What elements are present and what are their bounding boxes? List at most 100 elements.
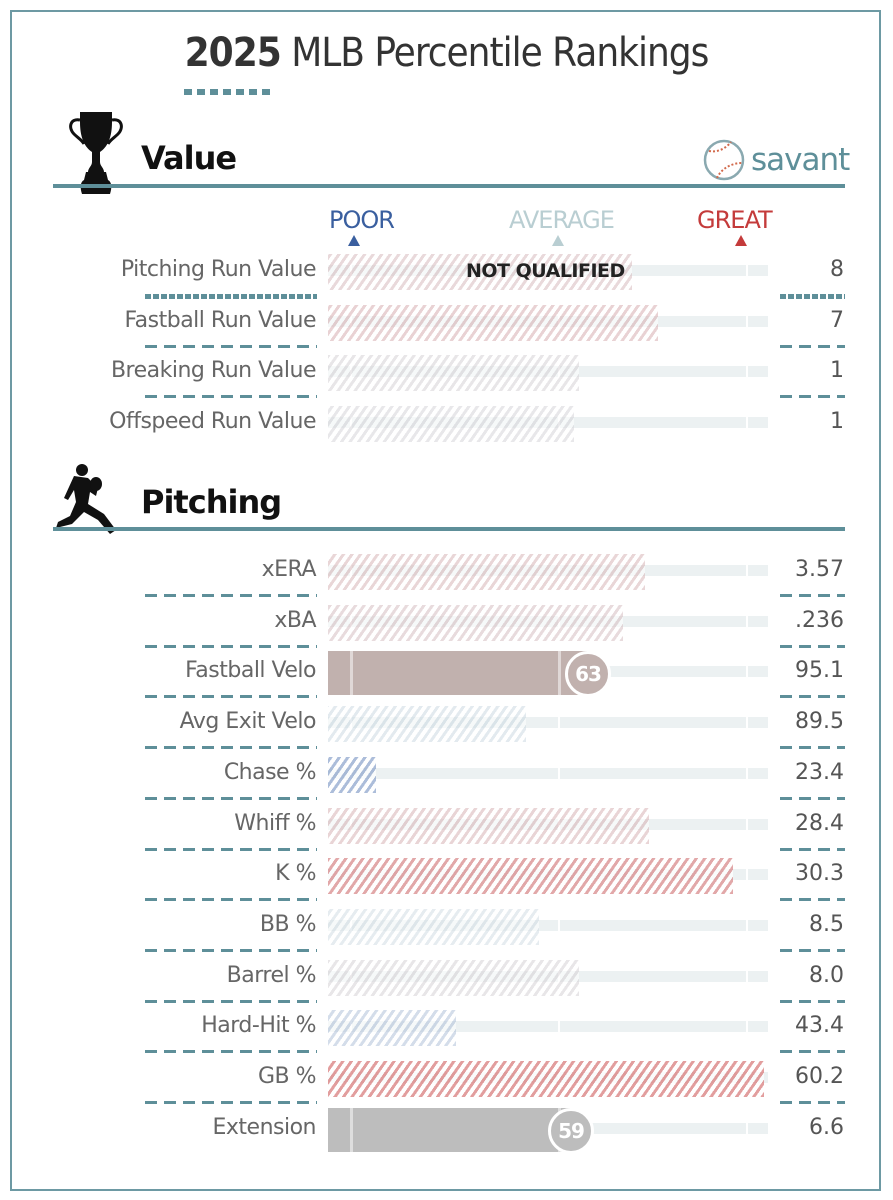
metric-label: Fastball Velo [185, 658, 316, 684]
savant-logo: savant [703, 138, 850, 182]
row-separator [145, 999, 317, 1003]
percentile-bar[interactable] [328, 858, 733, 895]
track-tick [746, 767, 748, 779]
row-separator [145, 695, 317, 699]
track-tick [746, 717, 748, 729]
track-tick [746, 970, 748, 982]
track-tick [558, 919, 560, 931]
title-year: 2025 [184, 30, 282, 76]
metric-value: 60.2 [795, 1064, 844, 1089]
percentile-bar[interactable] [328, 706, 526, 743]
metric-value: 1 [830, 409, 844, 435]
row-separator [780, 344, 845, 348]
row-separator [780, 847, 845, 851]
metric-value: 1 [830, 358, 844, 384]
scale-label-great: GREAT [697, 206, 773, 234]
percentile-badge: 59 [548, 1107, 594, 1154]
row-separator [780, 294, 845, 299]
metric-label: xBA [274, 607, 316, 633]
track-tick [746, 919, 748, 931]
page-title: 2025 MLB Percentile Rankings [0, 30, 893, 76]
metric-label: Chase % [223, 759, 317, 785]
row-separator [780, 948, 845, 952]
section-title-value: Value [141, 139, 237, 177]
row-separator [780, 1101, 845, 1104]
metric-label: Breaking Run Value [110, 358, 317, 384]
metric-value: 28.4 [795, 810, 844, 836]
row-separator [780, 746, 845, 750]
percentile-bar[interactable] [328, 604, 623, 641]
percentile-bar[interactable] [328, 1107, 570, 1152]
metric-label: Whiff % [234, 810, 316, 836]
scale-marker-average [552, 235, 564, 246]
metric-value: 8.0 [809, 962, 844, 988]
track-tick [746, 615, 748, 627]
row-separator [780, 395, 845, 399]
scale-marker-great [735, 235, 747, 246]
track-tick [746, 818, 748, 830]
metric-label: Offspeed Run Value [109, 409, 316, 435]
brand-name: savant [751, 142, 850, 178]
metric-value: 6.6 [809, 1114, 844, 1140]
row-separator [145, 1101, 317, 1104]
metric-value: 43.4 [795, 1013, 844, 1039]
track-tick [746, 666, 748, 678]
percentile-bar[interactable] [328, 756, 376, 793]
metric-value: 3.57 [795, 557, 844, 582]
section-divider-value [53, 184, 845, 188]
scale-label-average: AVERAGE [509, 206, 615, 234]
track-tick [746, 366, 748, 378]
percentile-bar[interactable] [328, 355, 579, 392]
track-tick [558, 717, 560, 729]
percentile-bar[interactable] [328, 554, 645, 590]
row-separator [145, 746, 317, 750]
metric-label: BB % [259, 911, 317, 937]
metric-label: Extension [212, 1114, 316, 1140]
title-underline [184, 89, 274, 95]
row-separator [145, 294, 317, 299]
track-tick [558, 767, 560, 779]
percentile-bar[interactable] [328, 959, 579, 996]
row-separator [145, 395, 317, 399]
percentile-bar[interactable] [328, 304, 658, 341]
row-separator [780, 1050, 845, 1054]
metric-value: 23.4 [795, 759, 844, 785]
percentile-bar[interactable] [328, 1010, 456, 1047]
track-tick [746, 1021, 748, 1033]
metric-value: 8 [830, 257, 844, 282]
track-tick [746, 869, 748, 881]
track-tick [746, 1122, 748, 1134]
pitcher-icon [56, 464, 116, 534]
percentile-bar[interactable] [328, 254, 632, 290]
row-separator [780, 898, 845, 902]
percentile-bar[interactable] [328, 807, 649, 844]
percentile-bar[interactable] [328, 651, 587, 696]
track-tick [746, 315, 748, 327]
baseball-icon [703, 139, 745, 181]
metric-label: Avg Exit Velo [179, 709, 317, 735]
row-separator [780, 999, 845, 1003]
section-title-pitching: Pitching [141, 483, 282, 521]
metric-value: 89.5 [795, 709, 844, 735]
track-tick [558, 1021, 560, 1033]
row-separator [780, 594, 845, 597]
percentile-bar[interactable] [328, 1061, 764, 1097]
row-separator [780, 644, 845, 648]
row-separator [145, 948, 317, 952]
row-separator [145, 644, 317, 648]
row-separator [145, 1050, 317, 1054]
metric-label: Fastball Run Value [124, 307, 317, 333]
metric-label: xERA [261, 557, 317, 582]
metric-value: 95.1 [795, 658, 844, 684]
not-qualified-label: NOT QUALIFIED [466, 260, 625, 282]
row-separator [145, 344, 317, 348]
percentile-bar[interactable] [328, 406, 574, 443]
scale-marker-poor [348, 235, 360, 246]
percentile-bar[interactable] [328, 908, 539, 945]
metric-label: Pitching Run Value [120, 257, 317, 282]
row-separator [145, 594, 317, 597]
track-tick [746, 565, 748, 576]
metric-value: .236 [795, 607, 844, 633]
row-separator [145, 898, 317, 902]
title-text: MLB Percentile Rankings [280, 30, 709, 76]
